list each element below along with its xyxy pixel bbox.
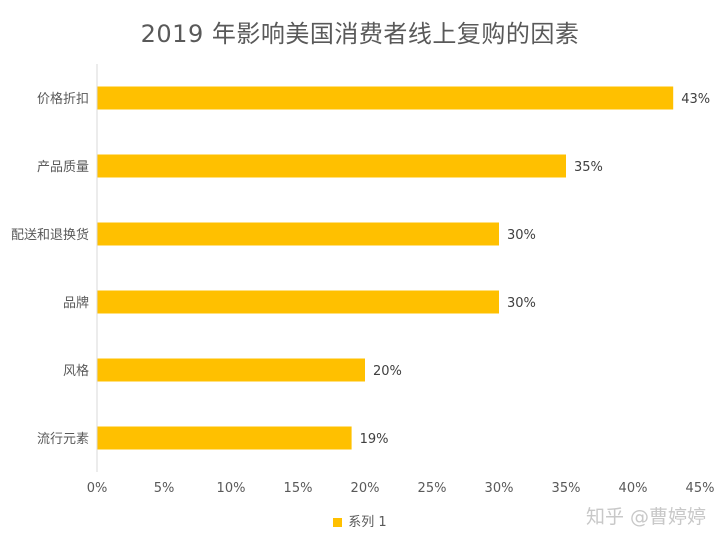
data-label-0: 43% bbox=[681, 92, 710, 107]
x-tick-label-9: 45% bbox=[686, 481, 715, 496]
category-label-2: 配送和退换货 bbox=[11, 227, 89, 243]
x-tick-label-5: 25% bbox=[418, 481, 447, 496]
category-label-1: 产品质量 bbox=[37, 160, 89, 175]
data-label-3: 30% bbox=[507, 296, 536, 311]
bar-3 bbox=[97, 290, 499, 314]
bar-1 bbox=[97, 154, 566, 178]
bar-4 bbox=[97, 358, 365, 382]
x-tick-label-8: 40% bbox=[619, 481, 648, 496]
category-label-4: 风格 bbox=[63, 363, 89, 379]
x-tick-label-4: 20% bbox=[351, 481, 380, 496]
data-label-2: 30% bbox=[507, 228, 536, 243]
data-label-4: 20% bbox=[373, 364, 402, 379]
legend-swatch bbox=[333, 518, 343, 527]
x-tick-label-1: 5% bbox=[154, 481, 175, 496]
legend-label: 系列 1 bbox=[348, 515, 387, 530]
category-label-0: 价格折扣 bbox=[37, 91, 89, 107]
data-labels-group: 43% 35% 30% 30% 20% 19% bbox=[360, 92, 711, 447]
chart-title: 2019 年影响美国消费者线上复购的因素 bbox=[140, 20, 580, 48]
data-label-1: 35% bbox=[574, 160, 603, 175]
x-tick-label-7: 35% bbox=[552, 481, 581, 496]
bar-5 bbox=[97, 426, 352, 450]
bars-group bbox=[97, 86, 674, 450]
x-tick-labels-group: 0% 5% 10% 15% 20% 25% 30% 35% 40% 45% bbox=[87, 481, 715, 496]
category-label-3: 品牌 bbox=[63, 295, 89, 311]
x-tick-label-0: 0% bbox=[87, 481, 108, 496]
x-tick-label-6: 30% bbox=[485, 481, 514, 496]
watermark: 知乎 @曹婷婷 bbox=[585, 506, 706, 528]
legend: 系列 1 bbox=[0, 511, 720, 530]
data-label-5: 19% bbox=[360, 432, 389, 447]
bar-0 bbox=[97, 86, 674, 110]
x-tick-label-2: 10% bbox=[217, 481, 246, 496]
category-label-5: 流行元素 bbox=[37, 432, 89, 447]
bar-2 bbox=[97, 222, 499, 246]
x-tick-label-3: 15% bbox=[284, 481, 313, 496]
